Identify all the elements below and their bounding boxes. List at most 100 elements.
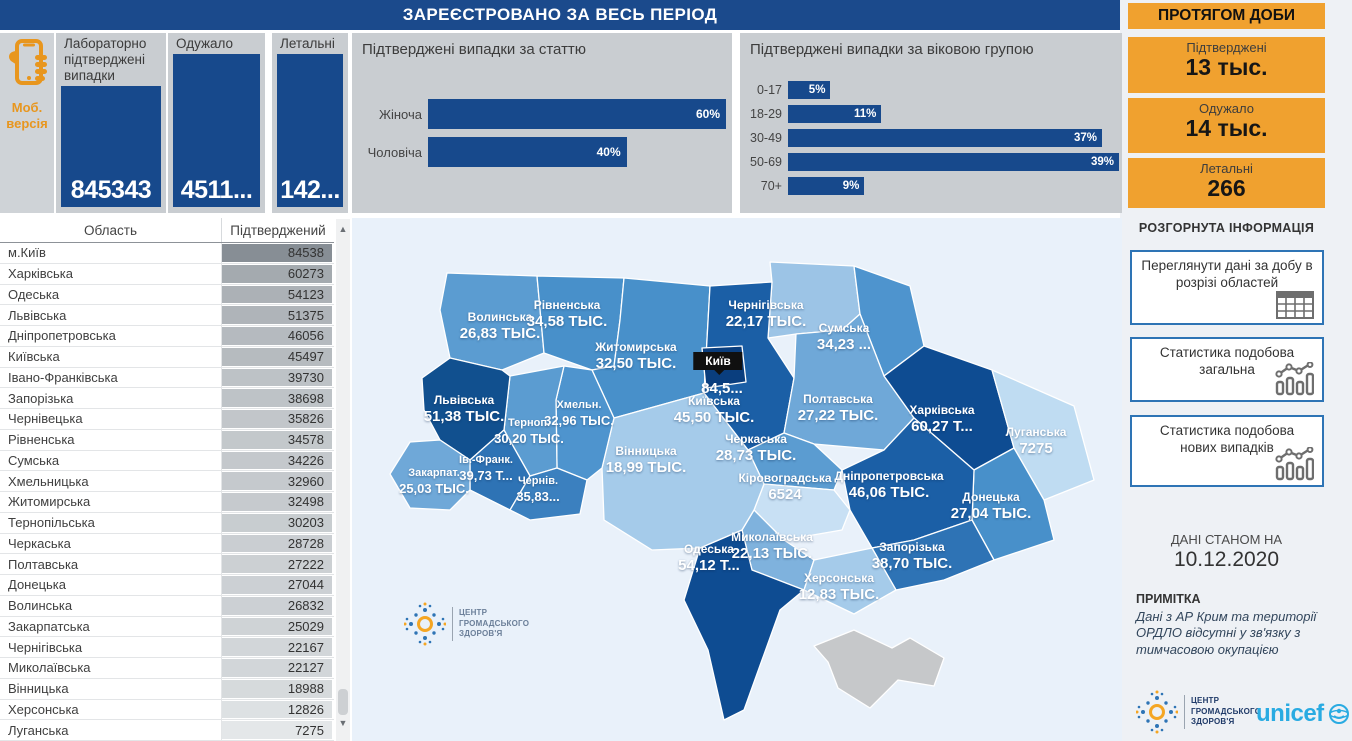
region-name-cell[interactable]: Чернівецька — [0, 409, 222, 429]
age-bar[interactable]: 9% — [788, 177, 865, 195]
table-row[interactable]: Чернігівська 22167 — [0, 637, 334, 658]
button-daily-by-region[interactable]: Переглянути дані за добу в розрізі облас… — [1130, 250, 1324, 325]
confirmed-value-cell[interactable]: 51375 — [222, 305, 334, 325]
table-row[interactable]: Луганська 7275 — [0, 720, 334, 741]
region-name-cell[interactable]: Полтавська — [0, 554, 222, 574]
map-region-vinnytsia[interactable] — [601, 392, 765, 551]
age-bar[interactable]: 11% — [788, 105, 882, 123]
table-row[interactable]: Чернівецька 35826 — [0, 409, 334, 430]
region-name-cell[interactable]: Харківська — [0, 263, 222, 284]
region-table-header[interactable]: Область Підтверджений — [0, 218, 334, 243]
confirmed-value-cell[interactable]: 46056 — [222, 326, 334, 346]
map-region-rivne[interactable] — [536, 275, 625, 371]
button-daily-stats-new[interactable]: Статистика подобова нових випадків — [1130, 415, 1324, 487]
mobile-version-link[interactable]: Моб. версія — [0, 33, 54, 213]
table-row[interactable]: Черкаська 28728 — [0, 533, 334, 555]
region-name-cell[interactable]: Волинська — [0, 595, 222, 616]
table-row[interactable]: Запорізька 38698 — [0, 388, 334, 409]
table-row[interactable]: м.Київ 84538 — [0, 243, 334, 264]
table-row[interactable]: Донецька 27044 — [0, 575, 334, 596]
confirmed-value-cell[interactable]: 32498 — [222, 492, 334, 512]
column-header-region[interactable]: Область — [0, 218, 222, 242]
region-name-cell[interactable]: Хмельницька — [0, 471, 222, 491]
table-row[interactable]: Закарпатська 25029 — [0, 616, 334, 638]
table-row[interactable]: Тернопільська 30203 — [0, 512, 334, 534]
region-name-cell[interactable]: Одеська — [0, 284, 222, 305]
region-name-cell[interactable]: Черкаська — [0, 533, 222, 554]
region-name-cell[interactable]: Вінницька — [0, 678, 222, 699]
table-row[interactable]: Львівська 51375 — [0, 305, 334, 326]
table-row[interactable]: Одеська 54123 — [0, 284, 334, 306]
region-name-cell[interactable]: Дніпропетровська — [0, 326, 222, 346]
confirmed-value-cell[interactable]: 7275 — [222, 720, 334, 740]
button-daily-stats-total[interactable]: Статистика подобова загальна — [1130, 337, 1324, 402]
map-region-kherson[interactable] — [803, 547, 897, 615]
region-name-cell[interactable]: м.Київ — [0, 243, 222, 263]
confirmed-value-cell[interactable]: 22127 — [222, 658, 334, 678]
age-bar[interactable]: 5% — [788, 81, 831, 99]
age-bar[interactable]: 37% — [788, 129, 1103, 147]
confirmed-value-cell[interactable]: 35826 — [222, 409, 334, 429]
region-name-cell[interactable]: Київська — [0, 346, 222, 367]
confirmed-value-cell[interactable]: 28728 — [222, 534, 334, 554]
gender-bar-row[interactable]: Чоловіча 40% — [360, 137, 726, 167]
confirmed-value-cell[interactable]: 26832 — [222, 596, 334, 616]
gender-bar[interactable]: 60% — [428, 99, 726, 129]
confirmed-value-cell[interactable]: 27044 — [222, 575, 334, 595]
region-name-cell[interactable]: Львівська — [0, 305, 222, 325]
table-row[interactable]: Хмельницька 32960 — [0, 471, 334, 492]
map-region-crimea[interactable] — [813, 629, 945, 709]
region-name-cell[interactable]: Миколаївська — [0, 658, 222, 678]
confirmed-value-cell[interactable]: 54123 — [222, 285, 334, 305]
table-row[interactable]: Полтавська 27222 — [0, 554, 334, 575]
map-region-zakarpattia[interactable] — [389, 439, 471, 511]
map-region-chernivtsi[interactable] — [509, 467, 588, 521]
kpi-card-recovered-total[interactable]: Одужало 4511... — [168, 33, 265, 213]
confirmed-value-cell[interactable]: 34226 — [222, 451, 334, 471]
confirmed-value-cell[interactable]: 30203 — [222, 513, 334, 533]
table-row[interactable]: Волинська 26832 — [0, 595, 334, 617]
table-row[interactable]: Івано-Франківська 39730 — [0, 367, 334, 389]
scroll-up-arrow[interactable]: ▲ — [338, 224, 348, 234]
age-bar[interactable]: 39% — [788, 153, 1119, 171]
daily-card-deaths[interactable]: Летальні 266 — [1128, 158, 1325, 208]
confirmed-value-cell[interactable]: 60273 — [222, 264, 334, 284]
confirmed-value-cell[interactable]: 38698 — [222, 388, 334, 408]
region-name-cell[interactable]: Тернопільська — [0, 512, 222, 533]
table-scrollbar[interactable]: ▲ ▼ — [336, 219, 350, 741]
region-name-cell[interactable]: Рівненська — [0, 429, 222, 450]
confirmed-value-cell[interactable]: 32960 — [222, 471, 334, 491]
table-row[interactable]: Миколаївська 22127 — [0, 658, 334, 679]
table-row[interactable]: Вінницька 18988 — [0, 678, 334, 700]
daily-card-recovered[interactable]: Одужало 14 тыс. — [1128, 98, 1325, 153]
confirmed-value-cell[interactable]: 34578 — [222, 430, 334, 450]
table-row[interactable]: Сумська 34226 — [0, 450, 334, 472]
region-name-cell[interactable]: Донецька — [0, 575, 222, 595]
confirmed-value-cell[interactable]: 12826 — [222, 700, 334, 720]
region-name-cell[interactable]: Житомирська — [0, 492, 222, 512]
age-bar-row[interactable]: 70+ 9% — [746, 177, 1119, 195]
confirmed-value-cell[interactable]: 45497 — [222, 347, 334, 367]
age-bar-row[interactable]: 50-69 39% — [746, 153, 1119, 171]
region-name-cell[interactable]: Херсонська — [0, 699, 222, 720]
kpi-card-confirmed-total[interactable]: Лабораторно підтверджені випадки 845343 — [56, 33, 166, 213]
scroll-down-arrow[interactable]: ▼ — [338, 718, 348, 728]
table-row[interactable]: Рівненська 34578 — [0, 429, 334, 451]
age-bar-row[interactable]: 0-17 5% — [746, 81, 1119, 99]
age-bar-row[interactable]: 30-49 37% — [746, 129, 1119, 147]
table-row[interactable]: Житомирська 32498 — [0, 492, 334, 513]
kpi-card-deaths-total[interactable]: Летальні 142... — [272, 33, 348, 213]
table-row[interactable]: Харківська 60273 — [0, 263, 334, 285]
region-name-cell[interactable]: Чернігівська — [0, 637, 222, 657]
table-row[interactable]: Херсонська 12826 — [0, 699, 334, 721]
region-name-cell[interactable]: Луганська — [0, 720, 222, 740]
map-region-volyn[interactable] — [439, 272, 545, 371]
gender-bar-row[interactable]: Жіноча 60% — [360, 99, 726, 129]
region-name-cell[interactable]: Сумська — [0, 450, 222, 471]
column-header-confirmed[interactable]: Підтверджений — [230, 222, 326, 238]
scrollbar-thumb[interactable] — [338, 689, 348, 715]
gender-bar[interactable]: 40% — [428, 137, 627, 167]
table-row[interactable]: Київська 45497 — [0, 346, 334, 368]
daily-card-confirmed[interactable]: Підтверджені 13 тыс. — [1128, 37, 1325, 93]
table-row[interactable]: Дніпропетровська 46056 — [0, 326, 334, 347]
